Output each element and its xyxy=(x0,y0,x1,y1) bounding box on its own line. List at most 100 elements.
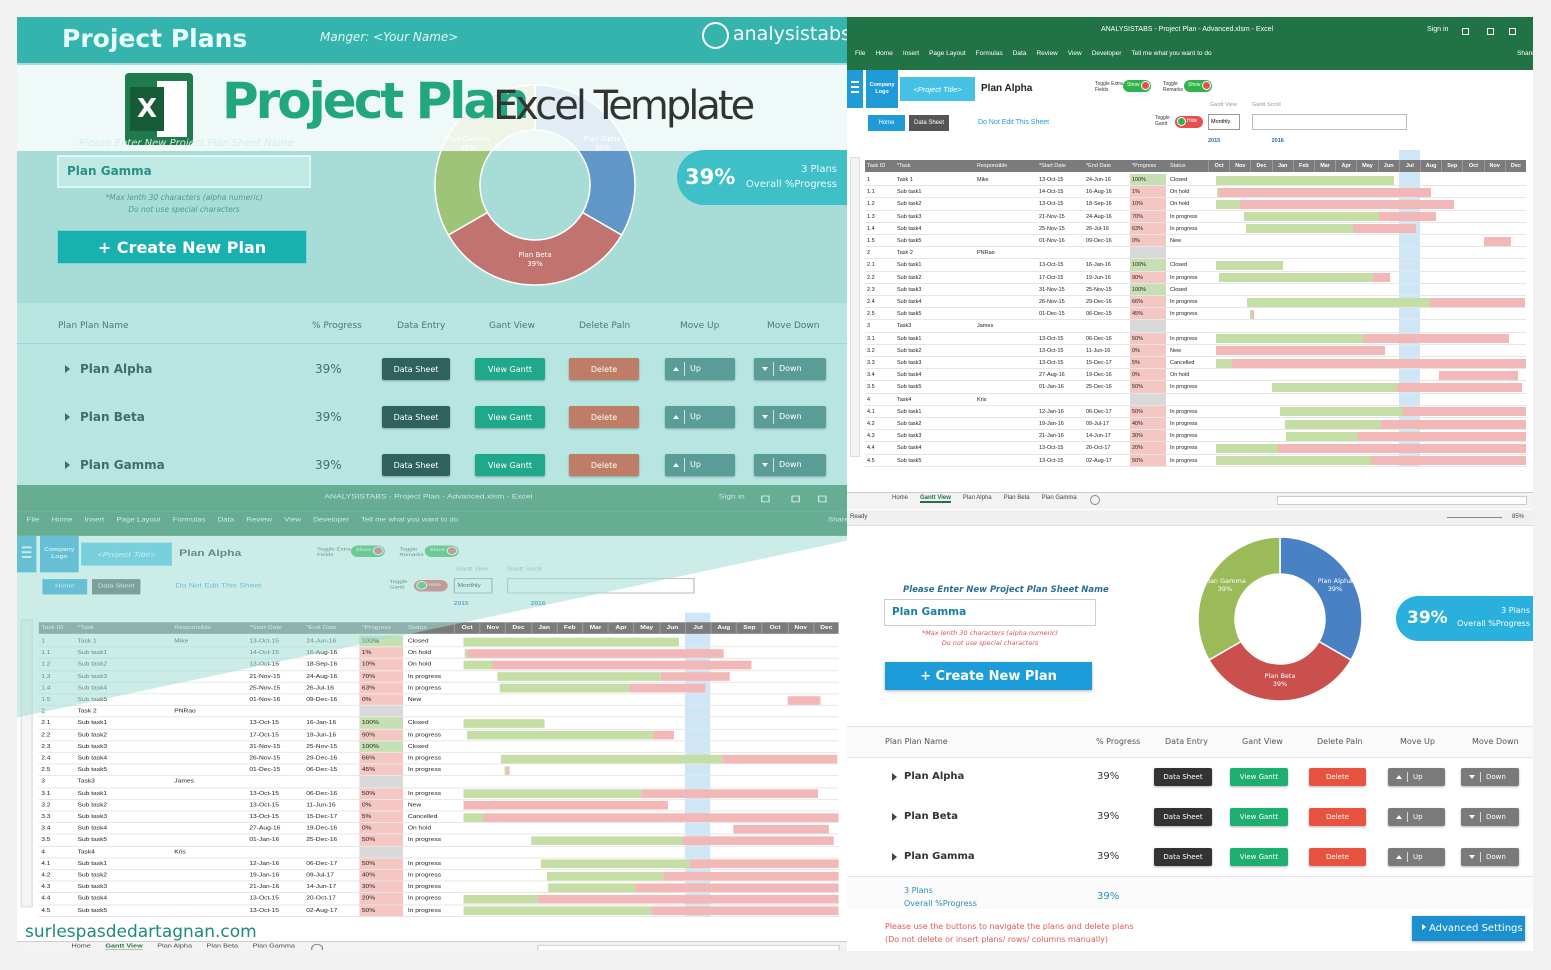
button-up[interactable]: Up xyxy=(1388,768,1445,786)
plan-input[interactable]: Plan Gamma xyxy=(884,599,1096,626)
cell: 25-Dec-16 xyxy=(1086,384,1112,391)
gantt-done xyxy=(546,871,664,881)
tell-me[interactable]: Tell me what you want to do xyxy=(1131,50,1212,57)
ribbon-tab[interactable]: Home xyxy=(875,50,893,57)
advanced-label[interactable]: Advanced Settings xyxy=(1429,923,1523,934)
button-label[interactable]: Down xyxy=(779,460,802,469)
plan-input[interactable]: Plan Gamma xyxy=(57,155,311,188)
advanced-button[interactable]: Advanced Settings xyxy=(1412,916,1525,941)
button-label[interactable]: Down xyxy=(779,412,802,421)
h-scroll[interactable] xyxy=(537,944,840,950)
toggle-switch[interactable]: Hide xyxy=(1175,116,1203,128)
sheet-tab[interactable]: Gantt View xyxy=(920,495,951,503)
button-label[interactable]: Up xyxy=(690,364,701,373)
ribbon-tab[interactable]: View xyxy=(1067,50,1082,57)
button-delete[interactable]: Delete xyxy=(569,406,639,428)
button-label[interactable]: Up xyxy=(1413,813,1423,821)
create-button[interactable]: + Create New Plan xyxy=(57,230,307,264)
sheet-tab[interactable]: Plan Alpha xyxy=(157,943,192,950)
sheet-tab[interactable]: Home xyxy=(71,943,91,950)
button-delete[interactable]: Delete xyxy=(569,454,639,476)
ribbon-tab[interactable]: Insert xyxy=(902,50,920,57)
button-label[interactable]: Up xyxy=(1413,773,1423,781)
button-down[interactable]: Down xyxy=(1461,808,1519,826)
button-view[interactable]: View Gantt xyxy=(1230,768,1288,786)
button-label[interactable]: Down xyxy=(779,364,802,373)
sheet-tab[interactable]: Plan Beta xyxy=(206,943,239,950)
button-up[interactable]: Up xyxy=(665,358,735,380)
toggle-switch[interactable]: Show xyxy=(1123,80,1151,92)
ribbon-tab[interactable]: Review xyxy=(1036,50,1058,57)
scroll-bar[interactable] xyxy=(1252,114,1407,130)
button-label[interactable]: Up xyxy=(690,460,701,469)
button-data[interactable]: Data Sheet xyxy=(382,406,450,428)
toggle-text[interactable]: Show xyxy=(1188,82,1201,88)
cell: 1.2 xyxy=(867,201,875,208)
button-delete[interactable]: Delete xyxy=(569,358,639,380)
button-delete[interactable]: Delete xyxy=(1309,848,1366,866)
home-button[interactable]: Home xyxy=(868,115,905,131)
button-view[interactable]: View Gantt xyxy=(475,406,545,428)
gantt-remaining xyxy=(1373,273,1391,283)
button-up[interactable]: Up xyxy=(1388,808,1445,826)
sign-in[interactable]: Sign in xyxy=(1427,26,1449,33)
toggle-text[interactable]: Hide xyxy=(1187,118,1198,124)
button-down[interactable]: Down xyxy=(1461,848,1519,866)
button-view[interactable]: View Gantt xyxy=(1230,848,1288,866)
ribbon-tab[interactable]: Data xyxy=(1012,50,1027,57)
button-view[interactable]: View Gantt xyxy=(1230,808,1288,826)
cell: 01-Jan-16 xyxy=(1039,384,1064,391)
sheet-tab[interactable]: Home xyxy=(892,495,909,501)
button-label[interactable]: Down xyxy=(1486,773,1506,781)
cell: 4.2 xyxy=(867,421,875,427)
toggle-text[interactable]: Show xyxy=(1127,82,1140,88)
zoom[interactable]: 85% xyxy=(1512,514,1525,520)
button-down[interactable]: Down xyxy=(754,358,826,380)
scale-select[interactable]: Monthly xyxy=(1208,114,1240,130)
h-scroll[interactable] xyxy=(1277,496,1527,505)
button-label[interactable]: Up xyxy=(690,412,701,421)
ribbon-tab[interactable]: Page Layout xyxy=(929,50,966,57)
button-view[interactable]: View Gantt xyxy=(475,454,545,476)
button-down[interactable]: Down xyxy=(754,454,826,476)
row-rule xyxy=(865,453,1526,455)
sheet-tab[interactable]: Gantt View xyxy=(105,943,143,950)
sheet-tab[interactable]: Plan Gamma xyxy=(1041,495,1077,501)
button-up[interactable]: Up xyxy=(665,454,735,476)
button-delete[interactable]: Delete xyxy=(1309,808,1366,826)
window-button[interactable] xyxy=(1487,28,1494,35)
create-button[interactable]: + Create New Plan xyxy=(885,662,1092,690)
button-data[interactable]: Data Sheet xyxy=(382,454,450,476)
ribbon-tab[interactable]: Developer xyxy=(1091,50,1122,57)
button-delete[interactable]: Delete xyxy=(1309,768,1366,786)
button-label[interactable]: Down xyxy=(1486,853,1506,861)
button-data[interactable]: Data Sheet xyxy=(1154,848,1212,866)
button-data[interactable]: Data Sheet xyxy=(1154,808,1212,826)
button-up[interactable]: Up xyxy=(1388,848,1445,866)
row-rule xyxy=(865,234,1526,235)
sheet-tab[interactable]: Plan Alpha xyxy=(962,495,992,501)
sheet-tab[interactable]: Plan Beta xyxy=(1003,495,1030,501)
button-down[interactable]: Down xyxy=(754,406,826,428)
add-sheet[interactable] xyxy=(311,943,324,950)
share[interactable]: Share xyxy=(1517,50,1533,57)
row-rule xyxy=(38,751,839,753)
window-button[interactable] xyxy=(1462,28,1469,35)
button-label[interactable]: Up xyxy=(1413,853,1423,861)
button-down[interactable]: Down xyxy=(1461,768,1519,786)
v-scroll[interactable] xyxy=(850,157,860,457)
button-data[interactable]: Data Sheet xyxy=(1154,768,1212,786)
gantt-remaining xyxy=(1278,443,1526,454)
button-label[interactable]: Down xyxy=(1486,813,1506,821)
add-sheet[interactable] xyxy=(1090,495,1100,505)
button-up[interactable]: Up xyxy=(665,406,735,428)
ribbon-tab[interactable]: File xyxy=(855,50,866,57)
button-view[interactable]: View Gantt xyxy=(475,358,545,380)
toggle-switch[interactable]: Show xyxy=(1184,80,1212,92)
ribbon-tab[interactable]: Formulas xyxy=(975,50,1003,57)
cell: 13-Oct-15 xyxy=(249,896,279,903)
sheet-tab[interactable]: Plan Gamma xyxy=(252,943,295,950)
data-sheet-button[interactable]: Data Sheet xyxy=(909,115,949,131)
window-button[interactable] xyxy=(1509,28,1516,35)
button-data[interactable]: Data Sheet xyxy=(382,358,450,380)
